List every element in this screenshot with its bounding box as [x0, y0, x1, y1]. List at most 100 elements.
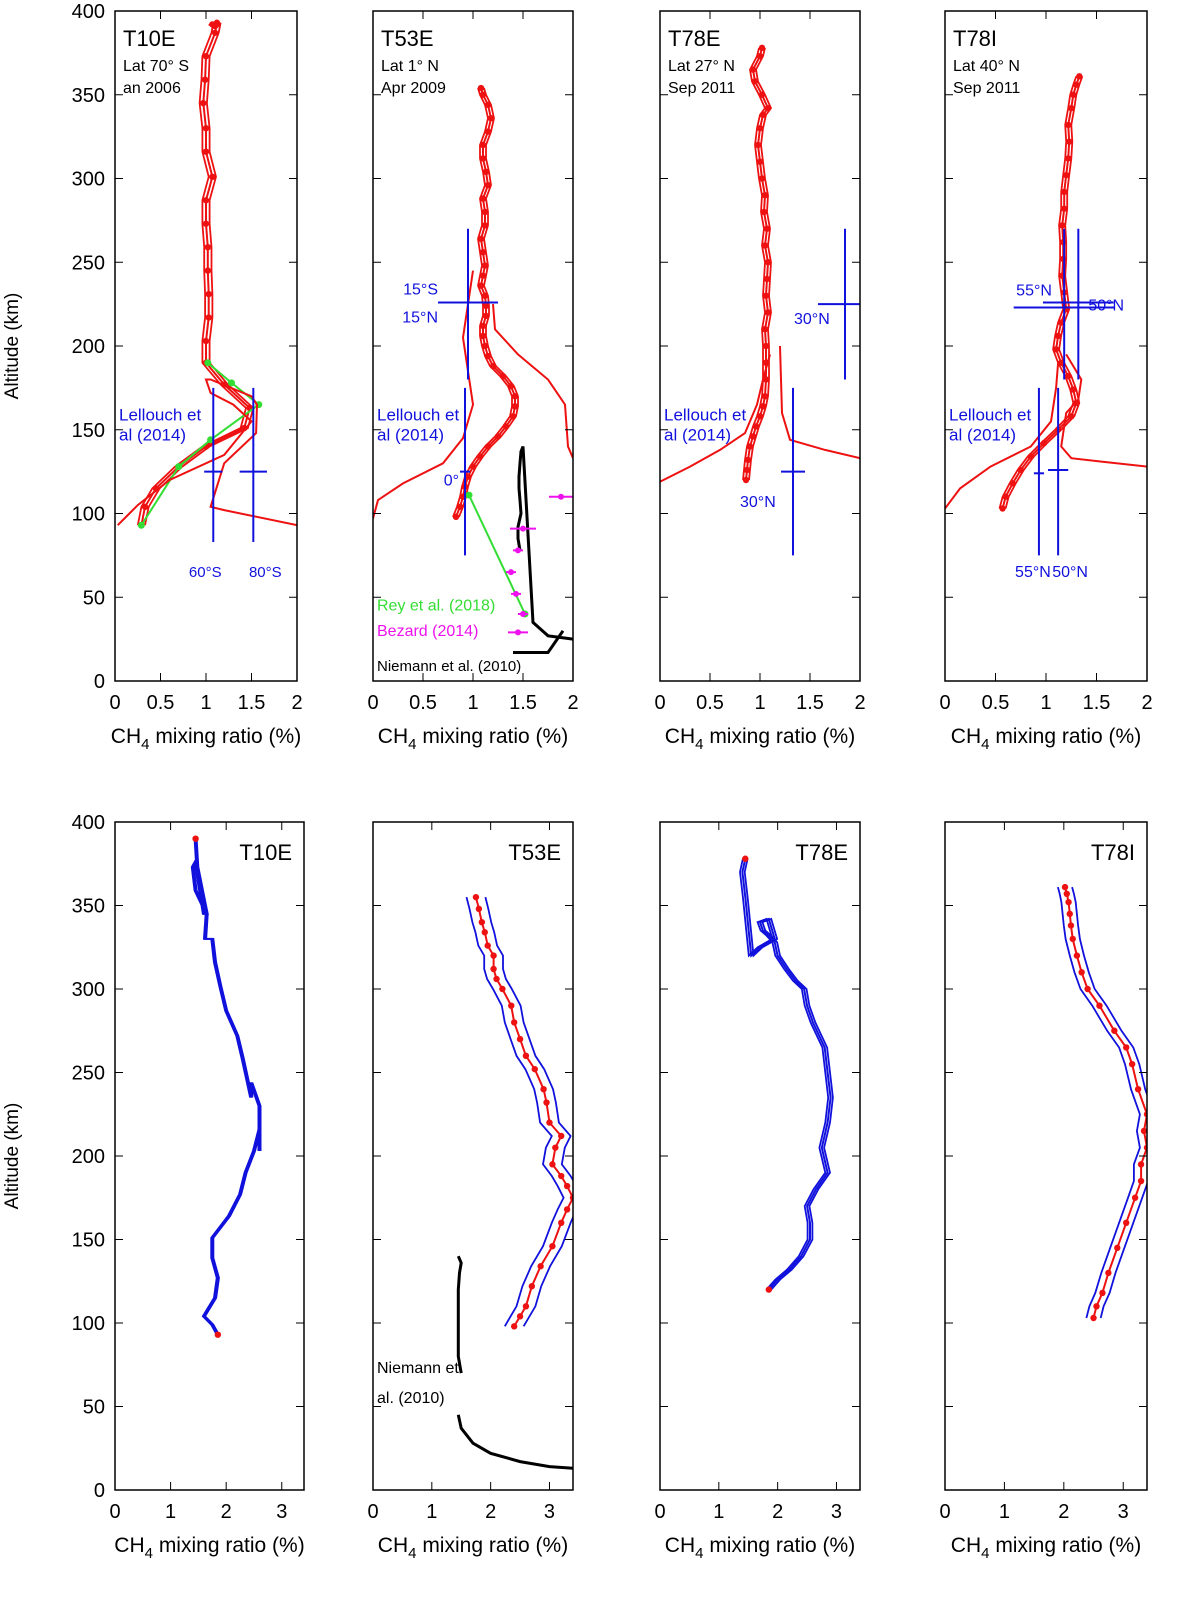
y-tick-label: 200 [72, 1146, 105, 1168]
x-tick-label: 2 [854, 692, 865, 714]
x-tick-label: 1 [200, 692, 211, 714]
plot-area [945, 73, 1147, 556]
panel-subtitle-lat: Lat 27° N [668, 58, 735, 75]
data-point [746, 443, 754, 450]
y-tick-label: 100 [72, 1313, 105, 1335]
y-tick-label: 150 [72, 1230, 105, 1252]
x-axis-label-subscript: 4 [408, 1545, 416, 1562]
data-point [744, 456, 752, 464]
panel-t10e-top: 0 0.5 1 1.5 2 0 50 100 150 200 250 300 350 400 Altitud… [2, 1, 303, 753]
t53e-retrieval-band-right [484, 896, 573, 1327]
annotation-niemann: Niemann et al. (2010) [377, 658, 521, 675]
data-point-bottom [765, 1286, 773, 1293]
t78e-retrieval-line [741, 858, 832, 1291]
data-point [202, 220, 210, 227]
envelope-outer-line [373, 270, 475, 519]
data-point [1067, 922, 1075, 929]
annotation-rey: Rey et al. (2018) [377, 598, 495, 615]
data-point [490, 965, 497, 973]
x-tick-label: 2 [1141, 692, 1152, 714]
data-point [1137, 1161, 1145, 1168]
x-tick-label: 1 [754, 692, 765, 714]
y-tick-label: 400 [72, 1, 105, 23]
annotation-lellouch-2: al (2014) [949, 425, 1016, 444]
x-axis-label-suffix: mixing ratio (%) [153, 1534, 305, 1557]
x-tick-label: 0.5 [696, 692, 724, 714]
data-point [531, 1065, 538, 1073]
y-tick-label: 0 [94, 1480, 105, 1502]
data-point [204, 267, 212, 274]
data-point [999, 505, 1006, 512]
data-point [479, 91, 487, 98]
x-axis-label-prefix: CH [665, 725, 695, 748]
errorbar-label: 30°N [740, 494, 776, 511]
x-tick-label: 2 [1058, 1501, 1069, 1523]
x-tick-label: 0 [654, 1501, 665, 1523]
data-point [484, 352, 492, 360]
data-point [200, 99, 207, 107]
annotation-niemann: Niemann et [377, 1360, 459, 1377]
data-point [477, 235, 485, 242]
data-point [481, 208, 489, 216]
green-point [204, 359, 212, 367]
data-point [563, 1182, 571, 1190]
data-point [484, 942, 491, 949]
y-tick-label: 50 [83, 587, 105, 609]
data-point [1123, 1219, 1130, 1227]
data-point [1123, 1044, 1130, 1051]
x-tick-label: 1 [713, 1501, 724, 1523]
envelope-right-line [779, 345, 860, 460]
data-point [509, 413, 517, 420]
x-axis-label: CH4 mixing ratio (%) [111, 725, 301, 753]
data-point [763, 225, 771, 232]
data-point [482, 168, 490, 175]
x-axis-label-subscript: 4 [141, 736, 149, 753]
data-point [1027, 453, 1035, 460]
x-axis-label: CH4 mixing ratio (%) [951, 1534, 1141, 1562]
y-axis-label: Altitude (km) [2, 293, 23, 400]
data-point [1090, 1314, 1097, 1322]
data-point [489, 362, 497, 370]
x-tick-label: 2 [291, 692, 302, 714]
data-point [749, 433, 757, 440]
data-point [511, 393, 519, 400]
data-point [1069, 935, 1076, 943]
data-point [1134, 1086, 1142, 1093]
data-point [549, 1161, 556, 1168]
annotation-lellouch: Lellouch et [119, 405, 202, 424]
data-point [760, 208, 768, 216]
t10e-retrieval-line [191, 838, 261, 1336]
errorbar-label-2: 15°N [402, 309, 438, 326]
data-point [510, 1323, 518, 1330]
x-tick-label: 2 [567, 692, 578, 714]
errorbar-label: 50°N [1088, 297, 1124, 314]
panel-title: T78I [1091, 840, 1135, 865]
x-tick-label: 1.5 [509, 692, 537, 714]
data-point [202, 148, 210, 155]
x-tick-label: 0 [109, 1501, 120, 1523]
data-point [742, 476, 750, 484]
data-point [499, 985, 506, 993]
errorbar-label: 15°S [403, 281, 438, 298]
plot-area [1057, 883, 1147, 1322]
x-tick-label: 1 [1040, 692, 1051, 714]
data-point [484, 101, 492, 109]
niemann-base-line [513, 629, 565, 654]
data-point [1105, 1269, 1112, 1277]
x-tick-label: 0 [109, 692, 120, 714]
panel-title: T53E [508, 840, 561, 865]
panel-t10e-bottom: 0 1 2 3 0 50 100 150 200 250 300 350 400 Altitude (km… [2, 812, 305, 1562]
data-point [1057, 359, 1065, 366]
data-point [141, 503, 149, 510]
data-point [563, 1206, 571, 1213]
y-tick-label: 50 [83, 1397, 105, 1419]
panel-subtitle-lat: Lat 40° N [953, 58, 1020, 75]
x-axis-label: CH4 mixing ratio (%) [951, 725, 1141, 753]
envelope-line [945, 362, 1060, 510]
data-point [479, 141, 487, 149]
plot-area [116, 19, 297, 542]
data-point [558, 1172, 565, 1180]
data-point [758, 91, 766, 98]
data-point [1017, 466, 1024, 474]
